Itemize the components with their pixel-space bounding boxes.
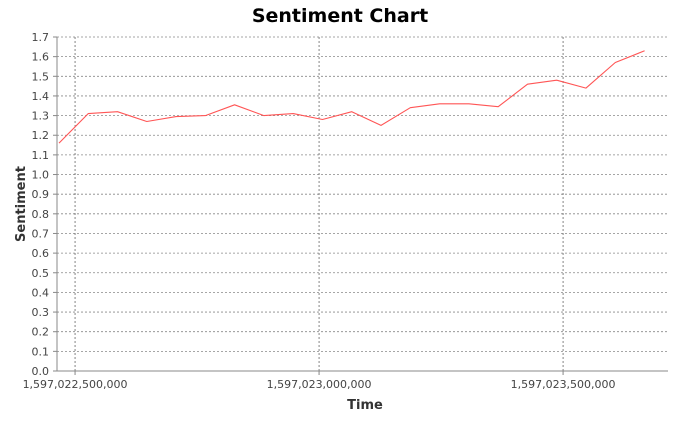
y-tick-label: 1.1 <box>32 149 50 162</box>
y-tick-label: 0.4 <box>32 286 50 299</box>
axis-ticks: 0.0 0.1 0.2 0.3 0.4 0.5 0.6 0.7 0.8 0.9 1.0 1.1 1.2 1… <box>23 31 668 391</box>
y-tick-label: 1.2 <box>32 129 50 142</box>
y-tick-label: 0.9 <box>32 188 50 201</box>
y-tick-label: 1.5 <box>32 70 50 83</box>
x-tick-label: 1,597,022,500,000 <box>23 378 128 391</box>
y-tick-label: 0.8 <box>32 208 50 221</box>
y-tick-label: 0.1 <box>32 345 50 358</box>
x-axis-label: Time <box>347 398 383 413</box>
grid-lines <box>57 36 668 372</box>
plot-area <box>57 37 668 371</box>
chart-title: Sentiment Chart <box>252 5 428 27</box>
y-tick-label: 0.0 <box>32 365 50 378</box>
y-tick-label: 1.4 <box>32 90 50 103</box>
y-tick-label: 0.5 <box>32 267 50 280</box>
y-tick-label: 0.2 <box>32 326 50 339</box>
x-tick-label: 1,597,023,500,000 <box>511 378 616 391</box>
y-tick-label: 0.7 <box>32 227 50 240</box>
y-axis-label: Sentiment <box>14 166 29 242</box>
y-tick-label: 1.7 <box>32 31 50 44</box>
y-tick-label: 1.3 <box>32 110 50 123</box>
sentiment-series-line <box>58 50 645 144</box>
y-tick-label: 1.0 <box>32 169 50 182</box>
y-tick-label: 0.3 <box>32 306 50 319</box>
series-lines <box>58 50 645 144</box>
x-tick-label: 1,597,023,000,000 <box>267 378 372 391</box>
y-tick-label: 0.6 <box>32 247 50 260</box>
y-tick-label: 1.6 <box>32 51 50 64</box>
